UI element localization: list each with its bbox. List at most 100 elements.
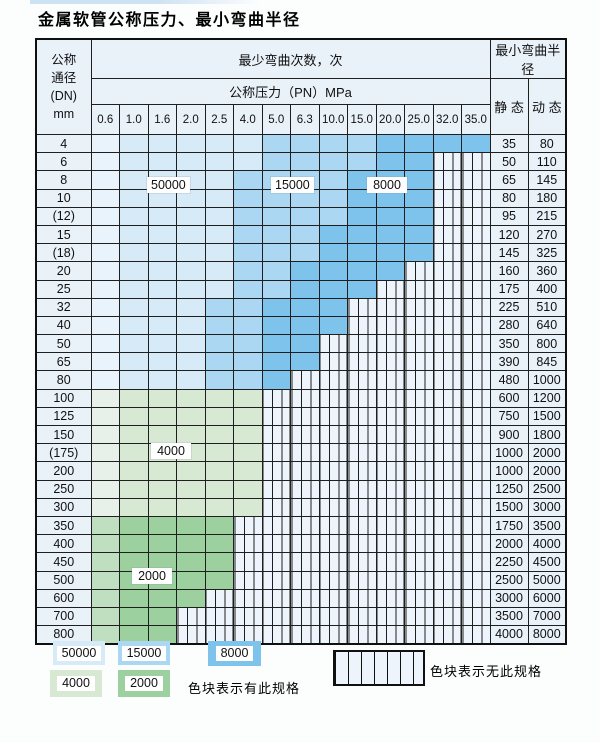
spec-cell-4000 <box>119 424 149 445</box>
spec-cell-8000 <box>375 133 405 154</box>
dn-row-700: 700 3500 7000 <box>35 606 567 627</box>
no-spec-cell <box>290 388 320 408</box>
dn-cell: 100 <box>35 388 92 408</box>
no-spec-cell <box>347 570 377 590</box>
no-spec-cell <box>290 588 320 608</box>
no-spec-cell <box>461 515 491 536</box>
no-spec-cell <box>318 388 348 408</box>
spec-cell-8000 <box>261 334 291 354</box>
static-header-cell: 静 态 <box>489 78 529 135</box>
spec-cell-2000 <box>147 606 177 627</box>
spec-cell-8000 <box>318 224 348 245</box>
spec-cell-8000 <box>375 224 405 245</box>
no-spec-cell <box>318 424 348 445</box>
dynamic-radius-cell: 1800 <box>527 424 567 445</box>
no-spec-cell <box>404 588 434 608</box>
no-spec-cell <box>432 515 462 536</box>
spec-cell-8000 <box>290 315 320 336</box>
spec-cell-50000 <box>90 243 120 263</box>
no-spec-cell <box>318 406 348 427</box>
pressure-table-wrap: 公称 通径 (DN) mm 最少弯曲次数，次 最小弯曲半径 公称压力（PN）MP… <box>35 38 568 645</box>
no-spec-cell <box>318 570 348 590</box>
spec-cell-4000 <box>147 424 177 445</box>
spec-cell-4000 <box>204 388 234 408</box>
spec-cell-15000 <box>261 224 291 245</box>
no-spec-cell <box>461 461 491 481</box>
no-spec-cell <box>461 370 491 390</box>
spec-cell-8000 <box>375 152 405 172</box>
spec-cell-15000 <box>318 170 348 190</box>
dn-cell: 300 <box>35 497 92 517</box>
dn-cell: 10 <box>35 188 92 208</box>
spec-cell-8000 <box>375 261 405 281</box>
spec-cell-15000 <box>347 133 377 154</box>
spec-cell-50000 <box>176 224 206 245</box>
pressure-values-row: 0.6 1.0 1.6 2.0 2.5 4.0 5.0 6.3 10.0 15.0 20.0 25.0… <box>36 104 566 135</box>
spec-cell-2000 <box>90 515 120 536</box>
no-spec-cell <box>432 388 462 408</box>
spec-cell-50000 <box>204 188 234 208</box>
no-spec-cell <box>318 370 348 390</box>
spec-cell-50000 <box>147 370 177 390</box>
spec-cell-8000 <box>404 224 434 245</box>
dn-row-50: 50 350 800 <box>35 334 567 354</box>
spec-cell-8000 <box>290 334 320 354</box>
spec-cell-50000 <box>119 206 149 226</box>
static-radius-cell: 2500 <box>489 570 529 590</box>
no-spec-cell <box>290 552 320 572</box>
spec-cell-8000 <box>404 133 434 154</box>
spec-cell-4000 <box>204 424 234 445</box>
spec-cell-4000 <box>233 406 263 427</box>
dn-row-600: 600 3000 6000 <box>35 588 567 608</box>
no-spec-cell <box>318 443 348 463</box>
spec-cell-15000 <box>233 170 263 190</box>
dynamic-radius-cell: 325 <box>527 243 567 263</box>
spec-cell-50000 <box>90 170 120 190</box>
no-spec-cell <box>233 534 263 554</box>
no-spec-cell <box>347 315 377 336</box>
static-radius-cell: 750 <box>489 406 529 427</box>
spec-cell-15000 <box>233 188 263 208</box>
spec-cell-50000 <box>147 297 177 317</box>
no-spec-cell <box>461 424 491 445</box>
header-row-2: 公称压力（PN）MPa 静 态 动 态 <box>36 78 567 135</box>
no-spec-cell <box>347 406 377 427</box>
static-radius-cell: 900 <box>489 424 529 445</box>
no-spec-cell <box>404 370 434 390</box>
spec-cell-50000 <box>147 334 177 354</box>
no-spec-cell <box>290 479 320 499</box>
dynamic-radius-cell: 2000 <box>527 443 567 463</box>
spec-cell-15000 <box>290 224 320 245</box>
static-radius-cell: 480 <box>489 370 529 390</box>
no-spec-cell <box>261 534 291 554</box>
no-spec-cell <box>432 152 462 172</box>
spec-cell-15000 <box>233 224 263 245</box>
no-spec-cell <box>432 606 462 627</box>
no-spec-cell <box>290 406 320 427</box>
no-spec-cell <box>347 588 377 608</box>
static-radius-cell: 95 <box>489 206 529 226</box>
spec-cell-50000 <box>147 279 177 299</box>
dn-row-500: 500 2500 5000 <box>35 570 567 590</box>
legend-swatch-8000: 8000 <box>208 641 261 666</box>
legend-has-spec-note: 色块表示有此规格 <box>188 681 301 696</box>
no-spec-cell <box>318 588 348 608</box>
no-spec-cell <box>347 534 377 554</box>
legend-no-spec-note: 色块表示无此规格 <box>430 664 543 679</box>
dn-row-125: 125 750 1500 <box>35 406 567 427</box>
dn-cell: 125 <box>35 406 92 427</box>
dn-cell: 4 <box>35 133 92 154</box>
spec-cell-50000 <box>176 261 206 281</box>
no-spec-cell <box>404 606 434 627</box>
dynamic-radius-cell: 4500 <box>527 552 567 572</box>
no-spec-cell <box>375 443 405 463</box>
callout-4000: 4000 <box>151 443 191 459</box>
legend-swatch-label: 2000 <box>125 676 163 691</box>
spec-cell-8000 <box>404 206 434 226</box>
spec-cell-15000 <box>233 315 263 336</box>
dn-row-300: 300 1500 3000 <box>35 497 567 517</box>
no-spec-cell <box>347 479 377 499</box>
pressure-radius-table: 公称 通径 (DN) mm 最少弯曲次数，次 最小弯曲半径 公称压力（PN）MP… <box>35 38 568 645</box>
spec-cell-2000 <box>90 606 120 627</box>
dynamic-radius-cell: 640 <box>527 315 567 336</box>
